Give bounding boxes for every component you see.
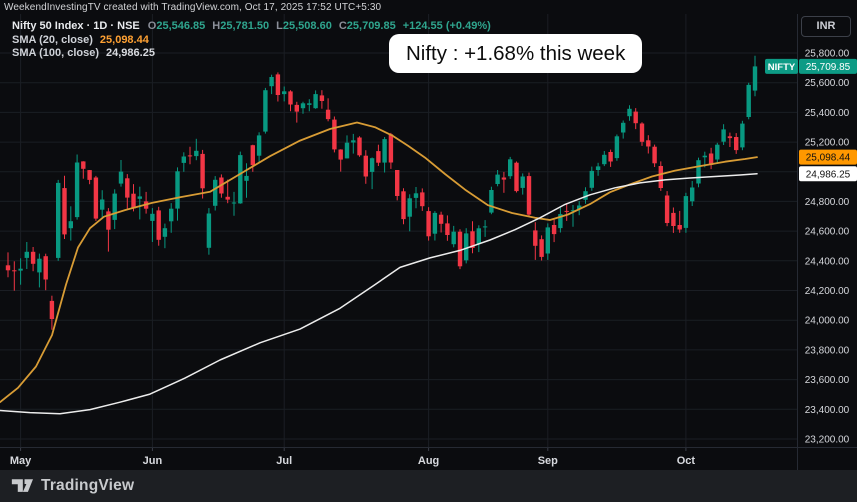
price-tick-label: 24,600.00 [805, 227, 850, 238]
open-key: O [147, 20, 157, 32]
price-tick-label: 24,000.00 [805, 316, 850, 327]
vertical-gridlines [20, 14, 687, 451]
annotation-callout: Nifty : +1.68% this week [389, 34, 643, 73]
sma20-value: 25,098.44 [99, 33, 149, 46]
month-label: Oct [677, 455, 696, 467]
sma20-price-badge: 25,098.44 [799, 149, 857, 165]
sma100-label: SMA (100, close) [12, 47, 100, 59]
price-tick-label: 24,200.00 [805, 286, 850, 297]
svg-text:NIFTY: NIFTY [768, 62, 796, 73]
price-tick-label: 24,800.00 [805, 197, 850, 208]
currency-inr-button[interactable]: INR [801, 16, 851, 37]
open-value: 25,546.85 [156, 20, 206, 32]
change-value: +124.55 (+0.49%) [402, 20, 491, 32]
sma100-price-badge: 24,986.25 [799, 166, 857, 182]
price-tick-label: 24,400.00 [805, 256, 850, 267]
time-axis[interactable]: May Jun Jul Aug Sep Oct [10, 455, 696, 467]
close-value: 25,709.85 [346, 20, 396, 32]
month-label: May [10, 455, 32, 467]
tradingview-logo-icon[interactable] [10, 475, 34, 497]
symbol-name-badge: NIFTY [765, 58, 798, 74]
svg-text:25,709.85: 25,709.85 [806, 62, 851, 73]
high-key: H [212, 20, 221, 32]
price-tick-label: 25,400.00 [805, 108, 850, 119]
chart-canvas[interactable]: May Jun Jul Aug Sep Oct 25,800.00 25,600.00 25,4… [0, 0, 857, 474]
low-value: 25,508.60 [282, 20, 332, 32]
low-key: L [276, 20, 283, 32]
symbol-row[interactable]: Nifty 50 Index · 1D · NSE O25,546.85 H25,7… [12, 20, 491, 34]
month-label: Sep [538, 455, 558, 467]
month-label: Jul [276, 455, 292, 467]
price-tick-label: 25,200.00 [805, 138, 850, 149]
sma100-line [0, 173, 758, 415]
sma20-label: SMA (20, close) [12, 33, 93, 46]
price-tick-label: 23,600.00 [805, 375, 850, 386]
price-axis[interactable]: 25,800.00 25,600.00 25,400.00 25,200.00 25,0… [805, 49, 850, 446]
month-label: Aug [418, 455, 439, 467]
price-tick-label: 25,600.00 [805, 78, 850, 89]
footer-brand-text[interactable]: TradingView [41, 477, 135, 494]
last-price-badge: 25,709.85 [799, 58, 857, 74]
svg-text:25,098.44: 25,098.44 [806, 153, 851, 164]
close-key: C [338, 20, 347, 32]
high-value: 25,781.50 [220, 20, 270, 32]
svg-text:24,986.25: 24,986.25 [806, 169, 851, 180]
horizontal-gridlines [0, 52, 797, 440]
candlestick-series [5, 55, 758, 330]
footer-bar: TradingView [0, 470, 857, 502]
price-tick-label: 23,800.00 [805, 345, 850, 356]
sma20-row[interactable]: SMA (20, close) 25,098.44 [12, 34, 491, 48]
price-tick-label: 25,800.00 [805, 49, 850, 60]
sma100-value: 24,986.25 [106, 47, 155, 59]
chart-legend: Nifty 50 Index · 1D · NSE O25,546.85 H25,7… [12, 20, 491, 61]
price-chart-svg[interactable]: May Jun Jul Aug Sep Oct 25,800.00 25,600.00 25,4… [0, 0, 857, 474]
sma100-row[interactable]: SMA (100, close) 24,986.25 [12, 47, 491, 61]
price-tick-label: 23,400.00 [805, 405, 850, 416]
attribution-text: WeekendInvestingTV created with TradingV… [4, 2, 382, 13]
month-label: Jun [143, 455, 163, 467]
price-tick-label: 23,200.00 [805, 435, 850, 446]
annotation-text: Nifty : +1.68% this week [406, 41, 626, 65]
symbol-title: Nifty 50 Index · 1D · NSE [12, 20, 140, 32]
